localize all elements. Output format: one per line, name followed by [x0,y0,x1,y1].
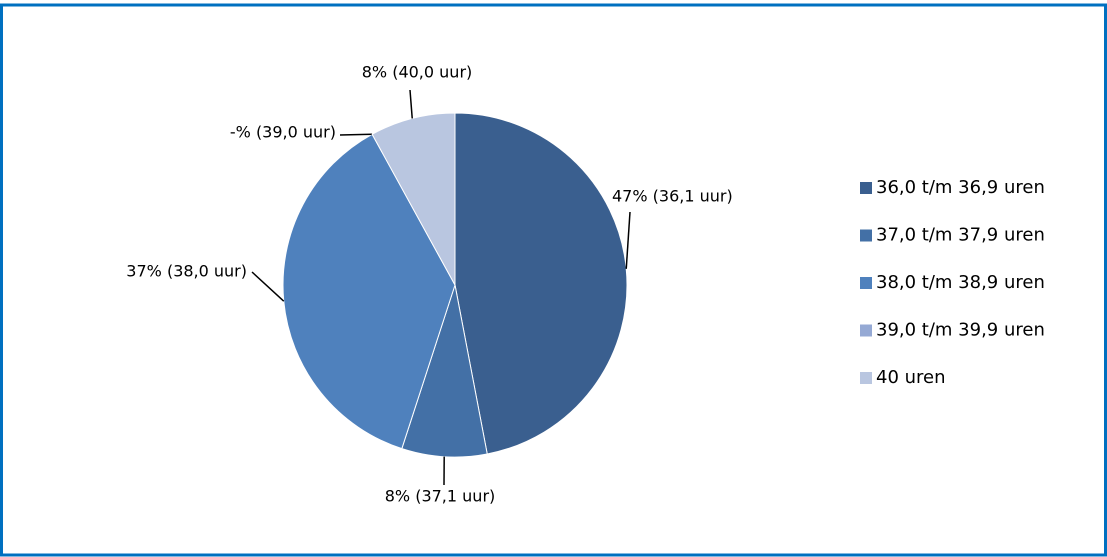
legend-swatch [860,182,872,194]
data-label: 8% (37,1 uur) [385,487,496,506]
data-label: 37% (38,0 uur) [126,262,247,281]
leader-line [251,271,285,302]
leader-line [409,89,413,119]
legend-label: 37,0 t/m 37,9 uren [876,225,1045,246]
data-label: 8% (40,0 uur) [362,63,473,82]
legend-swatch [860,229,872,242]
legend-label: 40 uren [876,367,946,388]
leader-line [339,133,373,136]
legend-label: 36,0 t/m 36,9 uren [876,177,1045,198]
legend-swatch [860,324,872,337]
pie-slice [454,112,628,455]
data-label: 47% (36,1 uur) [612,187,733,206]
legend-label: 38,0 t/m 38,9 uren [876,272,1045,293]
legend-swatch [860,277,872,289]
legend-label: 39,0 t/m 39,9 uren [876,320,1045,341]
legend-swatch [860,372,872,384]
data-label: -% (39,0 uur) [230,123,336,142]
pie-slice [282,133,456,450]
leader-line [625,211,631,269]
